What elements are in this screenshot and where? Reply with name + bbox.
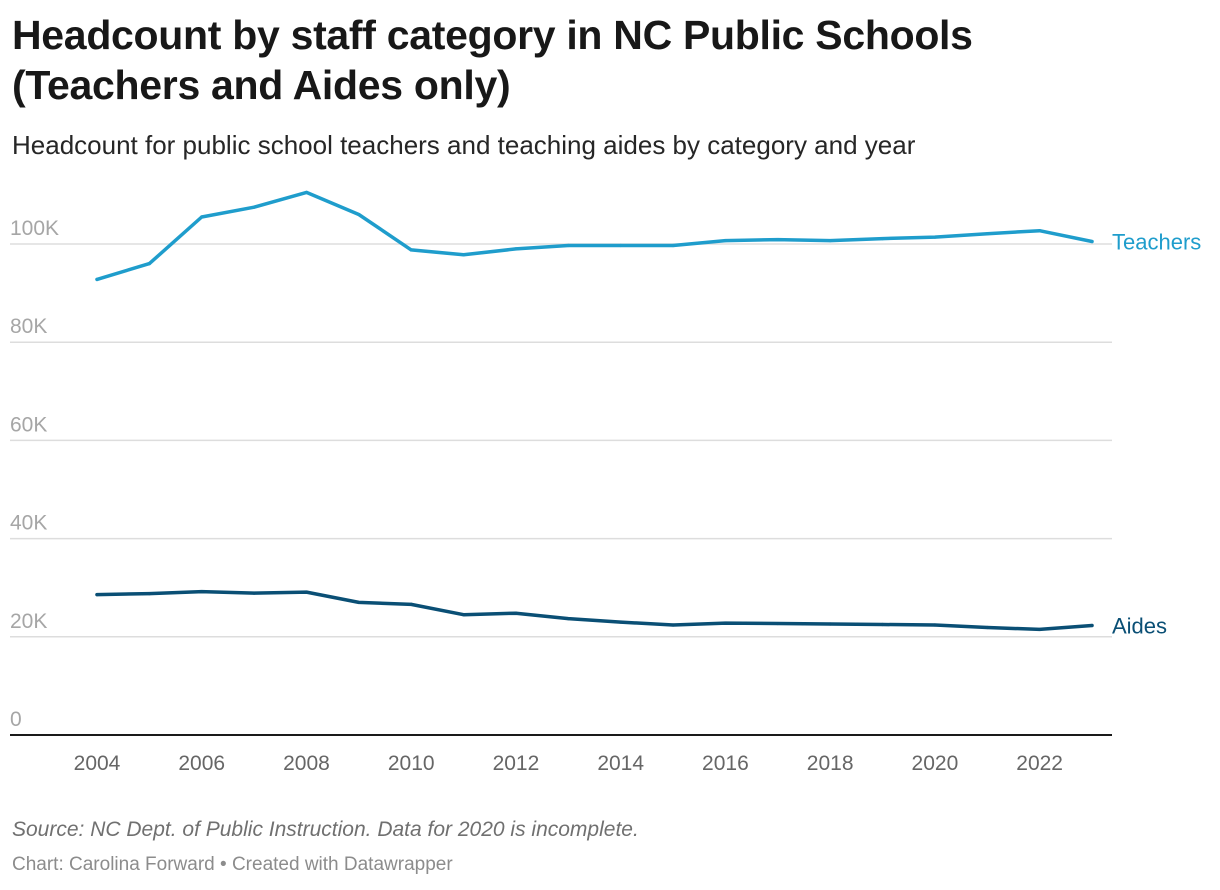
x-tick-label-2022: 2022 bbox=[1016, 752, 1063, 775]
teachers-series-label: Teachers bbox=[1112, 230, 1201, 255]
aides-point-2015 bbox=[671, 623, 675, 627]
y-tick-label-0: 0 bbox=[10, 708, 22, 731]
teachers-point-2022 bbox=[1038, 229, 1042, 233]
teachers-point-2017 bbox=[776, 237, 780, 242]
y-tick-label-40K: 40K bbox=[10, 512, 47, 535]
teachers-point-2009 bbox=[357, 212, 361, 217]
chart-subtitle: Headcount for public school teachers and… bbox=[12, 130, 916, 160]
teachers-point-2004 bbox=[95, 277, 99, 281]
aides-point-2004 bbox=[95, 592, 99, 597]
aides-point-2022 bbox=[1038, 627, 1042, 632]
aides-point-2016 bbox=[723, 621, 728, 625]
teachers-series-line bbox=[95, 190, 1094, 282]
aides-point-2009 bbox=[357, 600, 361, 605]
aides-point-2012 bbox=[514, 611, 518, 615]
x-tick-label-2014: 2014 bbox=[597, 752, 644, 775]
aides-point-2019 bbox=[880, 622, 885, 627]
x-tick-label-2020: 2020 bbox=[912, 752, 959, 775]
x-tick-label-2006: 2006 bbox=[178, 752, 225, 775]
byline: Chart: Carolina Forward • Created with D… bbox=[12, 854, 453, 875]
teachers-point-2015 bbox=[671, 243, 675, 248]
teachers-point-2021 bbox=[985, 232, 989, 236]
aides-point-2007 bbox=[252, 591, 256, 595]
teachers-point-2020 bbox=[933, 235, 937, 239]
y-tick-label-60K: 60K bbox=[10, 413, 47, 436]
aides-point-2010 bbox=[409, 602, 413, 606]
teachers-point-2019 bbox=[880, 236, 885, 241]
x-tick-label-2004: 2004 bbox=[74, 752, 121, 775]
teachers-point-2007 bbox=[252, 205, 256, 209]
x-tick-label-2018: 2018 bbox=[807, 752, 854, 775]
x-tick-label-2010: 2010 bbox=[388, 752, 435, 775]
aides-point-2014 bbox=[619, 620, 623, 624]
teachers-point-2014 bbox=[619, 243, 623, 248]
teachers-point-2011 bbox=[461, 253, 466, 257]
aides-point-2017 bbox=[776, 621, 780, 626]
x-tick-label-2012: 2012 bbox=[493, 752, 540, 775]
aides-point-2020 bbox=[933, 623, 937, 627]
aides-point-2018 bbox=[828, 622, 832, 626]
aides-point-2005 bbox=[147, 591, 151, 596]
teachers-point-2018 bbox=[828, 238, 832, 243]
aides-point-2021 bbox=[985, 625, 989, 630]
chart-title-line-2: (Teachers and Aides only) bbox=[12, 62, 511, 108]
y-tick-label-80K: 80K bbox=[10, 315, 47, 338]
teachers-point-2006 bbox=[200, 215, 204, 219]
teachers-point-2012 bbox=[514, 247, 518, 251]
aides-point-2013 bbox=[566, 617, 570, 621]
chart-title: Headcount by staff category in NC Public… bbox=[12, 10, 1202, 110]
aides-point-2011 bbox=[461, 613, 466, 617]
aides-series-line bbox=[95, 589, 1094, 632]
teachers-point-2010 bbox=[409, 248, 413, 252]
teachers-point-2013 bbox=[566, 243, 570, 248]
x-tick-label-2016: 2016 bbox=[702, 752, 749, 775]
aides-point-2006 bbox=[200, 590, 204, 594]
teachers-point-2023 bbox=[1090, 239, 1094, 244]
aides-series-label: Aides bbox=[1112, 614, 1167, 639]
aides-point-2023 bbox=[1090, 623, 1094, 628]
aides-point-2008 bbox=[304, 590, 309, 594]
x-tick-label-2008: 2008 bbox=[283, 752, 330, 775]
chart-title-line-1: Headcount by staff category in NC Public… bbox=[12, 12, 973, 58]
source-note: Source: NC Dept. of Public Instruction. … bbox=[12, 818, 639, 841]
line-chart: 0 20K 40K 60K 80K 100K 2004 2006 2008 2010 2012 201… bbox=[10, 190, 1201, 775]
teachers-point-2016 bbox=[723, 238, 728, 243]
y-tick-label-100K: 100K bbox=[10, 217, 59, 240]
y-tick-label-20K: 20K bbox=[10, 610, 47, 633]
teachers-point-2005 bbox=[147, 262, 151, 266]
teachers-point-2008 bbox=[304, 190, 309, 195]
